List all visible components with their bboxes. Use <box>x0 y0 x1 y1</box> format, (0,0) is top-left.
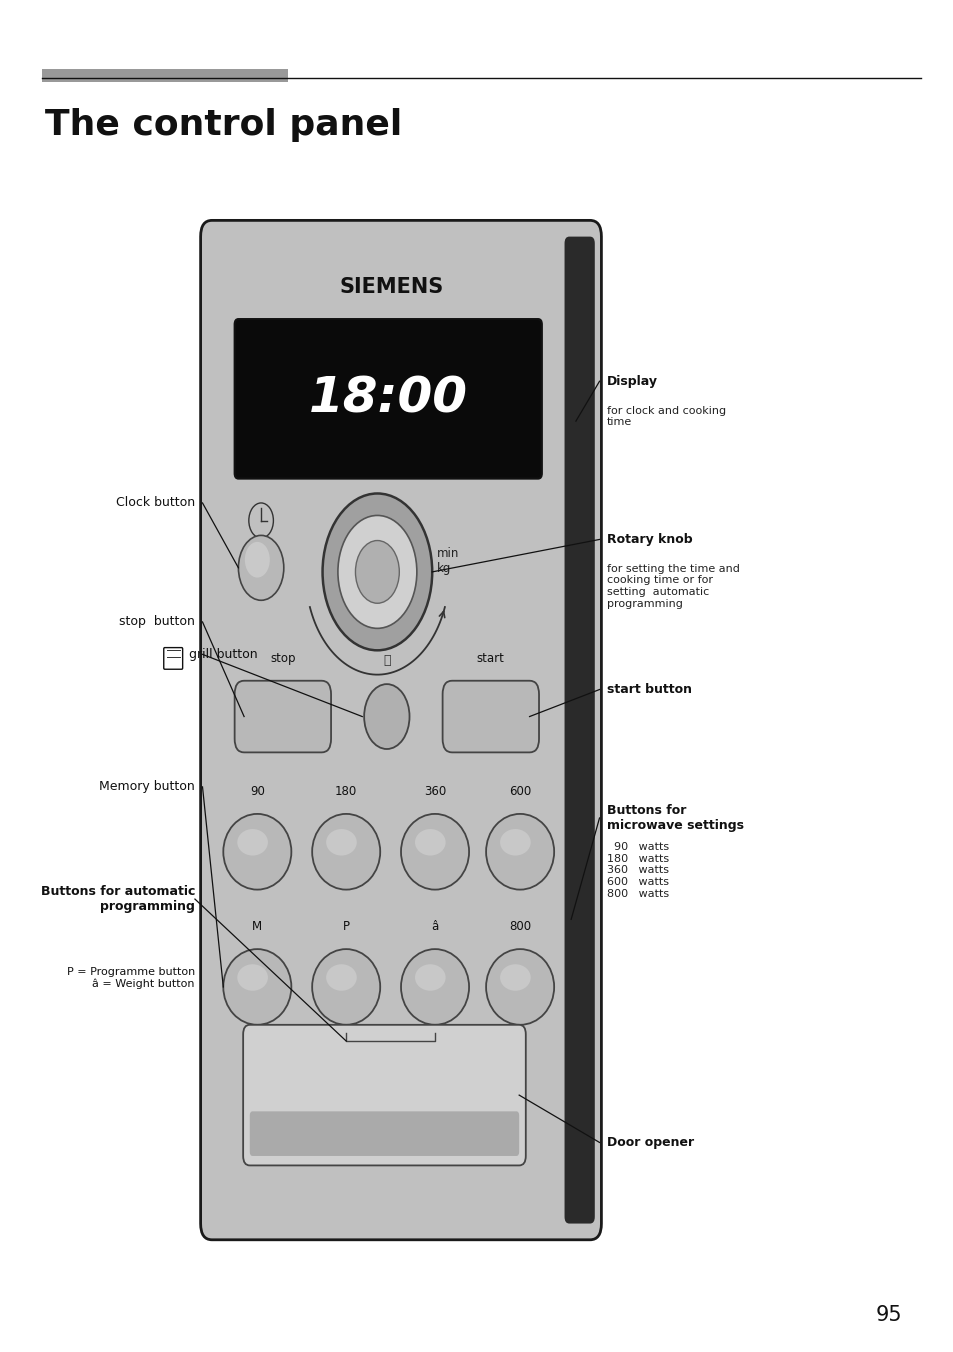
Ellipse shape <box>326 829 356 856</box>
Ellipse shape <box>486 814 554 890</box>
Circle shape <box>364 684 409 749</box>
Ellipse shape <box>223 949 291 1025</box>
Ellipse shape <box>400 814 469 890</box>
FancyBboxPatch shape <box>442 681 538 752</box>
Ellipse shape <box>237 964 268 991</box>
Text: 180: 180 <box>335 784 357 798</box>
Text: SIEMENS: SIEMENS <box>339 277 443 297</box>
Ellipse shape <box>415 829 445 856</box>
Text: P = Programme button
â = Weight button: P = Programme button â = Weight button <box>67 967 194 988</box>
Text: Memory button: Memory button <box>99 780 194 794</box>
Text: 600: 600 <box>509 784 531 798</box>
Ellipse shape <box>499 964 530 991</box>
Text: Display: Display <box>606 375 658 388</box>
FancyBboxPatch shape <box>164 648 182 669</box>
Text: 18:00: 18:00 <box>309 375 467 423</box>
Text: start button: start button <box>606 683 691 696</box>
Text: P: P <box>342 919 350 933</box>
Ellipse shape <box>499 829 530 856</box>
FancyBboxPatch shape <box>234 681 331 752</box>
Ellipse shape <box>326 964 356 991</box>
Text: stop  button: stop button <box>119 615 194 629</box>
Text: ⌶: ⌶ <box>383 654 390 668</box>
Text: stop: stop <box>270 652 295 665</box>
Ellipse shape <box>415 964 445 991</box>
Text: for clock and cooking
time: for clock and cooking time <box>606 406 725 427</box>
Text: Door opener: Door opener <box>606 1136 694 1149</box>
Text: The control panel: The control panel <box>45 108 401 142</box>
Text: for setting the time and
cooking time or for
setting  automatic
programming: for setting the time and cooking time or… <box>606 564 740 608</box>
Ellipse shape <box>223 814 291 890</box>
Ellipse shape <box>486 949 554 1025</box>
Text: grill button: grill button <box>185 648 258 661</box>
Text: 360: 360 <box>423 784 446 798</box>
Circle shape <box>337 515 416 629</box>
Ellipse shape <box>357 569 406 602</box>
Text: 95: 95 <box>875 1305 902 1325</box>
Circle shape <box>238 535 283 600</box>
Text: â: â <box>431 919 438 933</box>
Ellipse shape <box>312 814 380 890</box>
Text: 800: 800 <box>509 919 531 933</box>
FancyBboxPatch shape <box>250 1111 518 1156</box>
Circle shape <box>322 493 432 650</box>
FancyBboxPatch shape <box>234 319 541 479</box>
Text: min
kg: min kg <box>436 548 458 575</box>
Text: start: start <box>476 652 504 665</box>
Ellipse shape <box>312 949 380 1025</box>
Text: Clock button: Clock button <box>115 496 194 510</box>
Ellipse shape <box>237 829 268 856</box>
Circle shape <box>355 541 399 603</box>
FancyBboxPatch shape <box>42 69 287 82</box>
Text: Buttons for
microwave settings: Buttons for microwave settings <box>606 804 743 831</box>
FancyBboxPatch shape <box>243 1025 525 1165</box>
Text: Rotary knob: Rotary knob <box>606 533 692 546</box>
Text: 90: 90 <box>250 784 265 798</box>
Text: Buttons for automatic
programming: Buttons for automatic programming <box>41 886 194 913</box>
FancyBboxPatch shape <box>200 220 600 1240</box>
Text: 90   watts
180   watts
360   watts
600   watts
800   watts: 90 watts 180 watts 360 watts 600 watts 8… <box>606 842 668 899</box>
Ellipse shape <box>400 949 469 1025</box>
Text: M: M <box>252 919 262 933</box>
Circle shape <box>245 542 270 577</box>
FancyBboxPatch shape <box>564 237 594 1224</box>
